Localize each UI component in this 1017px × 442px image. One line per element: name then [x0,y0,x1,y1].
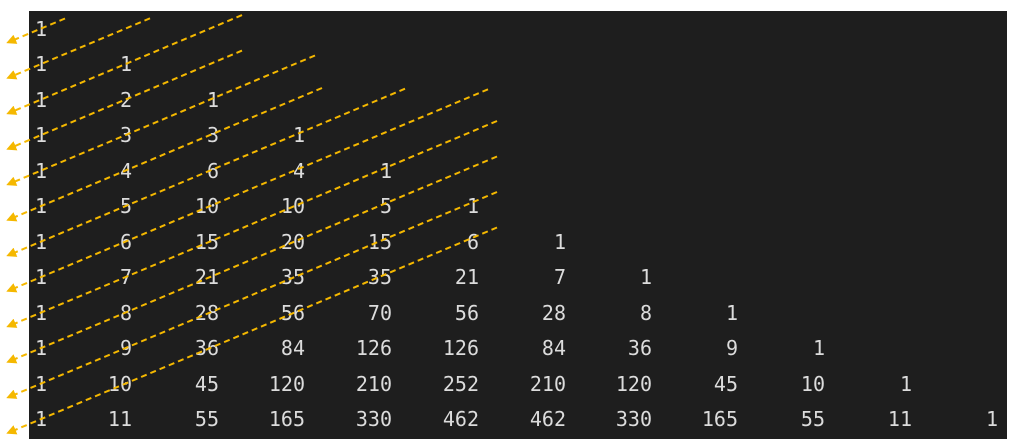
triangle-cell: 11 [887,407,912,431]
triangle-cell: 1 [34,265,47,289]
triangle-cell: 1 [34,407,47,431]
triangle-cell: 210 [355,372,392,396]
triangle-cell: 3 [119,123,132,147]
triangle-cell: 1 [34,159,47,183]
triangle-cell: 6 [206,159,219,183]
triangle-cell: 330 [615,407,652,431]
triangle-cell: 1 [553,230,566,254]
triangle-cell: 1 [119,52,132,76]
triangle-cell: 8 [639,301,652,325]
triangle-cell: 28 [194,301,219,325]
triangle-cell: 4 [292,159,305,183]
triangle-cell: 1 [34,336,47,360]
triangle-cell: 84 [541,336,566,360]
triangle-cell: 120 [268,372,305,396]
triangle-cell: 165 [701,407,738,431]
triangle-cell: 1 [34,230,47,254]
triangle-cell: 1 [34,17,47,41]
triangle-cell: 1 [725,301,738,325]
triangle-cell: 165 [268,407,305,431]
triangle-cell: 15 [194,230,219,254]
triangle-cell: 36 [627,336,652,360]
triangle-cell: 1 [34,194,47,218]
triangle-cell: 5 [119,194,132,218]
triangle-cell: 10 [107,372,132,396]
triangle-cell: 7 [119,265,132,289]
triangle-cell: 1 [34,52,47,76]
triangle-cell: 9 [119,336,132,360]
triangle-cell: 1 [206,88,219,112]
triangle-cell: 462 [529,407,566,431]
triangle-cell: 2 [119,88,132,112]
triangle-cell: 126 [442,336,479,360]
triangle-cell: 1 [812,336,825,360]
triangle-cell: 45 [713,372,738,396]
triangle-cell: 330 [355,407,392,431]
triangle-cell: 1 [639,265,652,289]
triangle-cell: 1 [34,88,47,112]
triangle-cell: 55 [800,407,825,431]
triangle-cell: 35 [367,265,392,289]
triangle-cell: 1 [34,123,47,147]
triangle-cell: 36 [194,336,219,360]
triangle-cell: 56 [454,301,479,325]
triangle-cell: 1 [34,372,47,396]
triangle-cell: 45 [194,372,219,396]
triangle-cell: 1 [292,123,305,147]
triangle-cell: 1 [466,194,479,218]
triangle-cell: 10 [280,194,305,218]
triangle-cell: 70 [367,301,392,325]
triangle-cell: 56 [280,301,305,325]
terminal-output: 1 1 1 1 2 1 1 3 3 1 1 4 6 4 1 1 5 10 10 5 1 1 6 15 20 15 6 1 1 7 21 35 3… [29,11,1007,439]
triangle-cell: 252 [442,372,479,396]
triangle-cell: 21 [454,265,479,289]
triangle-cell: 11 [107,407,132,431]
triangle-cell: 4 [119,159,132,183]
triangle-cell: 7 [553,265,566,289]
triangle-cell: 8 [119,301,132,325]
triangle-cell: 84 [280,336,305,360]
triangle-cell: 3 [206,123,219,147]
triangle-cell: 55 [194,407,219,431]
triangle-cell: 210 [529,372,566,396]
triangle-cell: 5 [379,194,392,218]
triangle-cell: 1 [899,372,912,396]
triangle-cell: 126 [355,336,392,360]
triangle-cell: 6 [119,230,132,254]
triangle-cell: 9 [725,336,738,360]
triangle-cell: 6 [466,230,479,254]
triangle-cell: 10 [194,194,219,218]
triangle-cell: 21 [194,265,219,289]
triangle-cell: 462 [442,407,479,431]
triangle-cell: 15 [367,230,392,254]
triangle-cell: 28 [541,301,566,325]
triangle-cell: 35 [280,265,305,289]
triangle-cell: 10 [800,372,825,396]
triangle-cell: 1 [985,407,998,431]
triangle-cell: 20 [280,230,305,254]
triangle-cell: 120 [615,372,652,396]
triangle-cell: 1 [34,301,47,325]
triangle-cell: 1 [379,159,392,183]
